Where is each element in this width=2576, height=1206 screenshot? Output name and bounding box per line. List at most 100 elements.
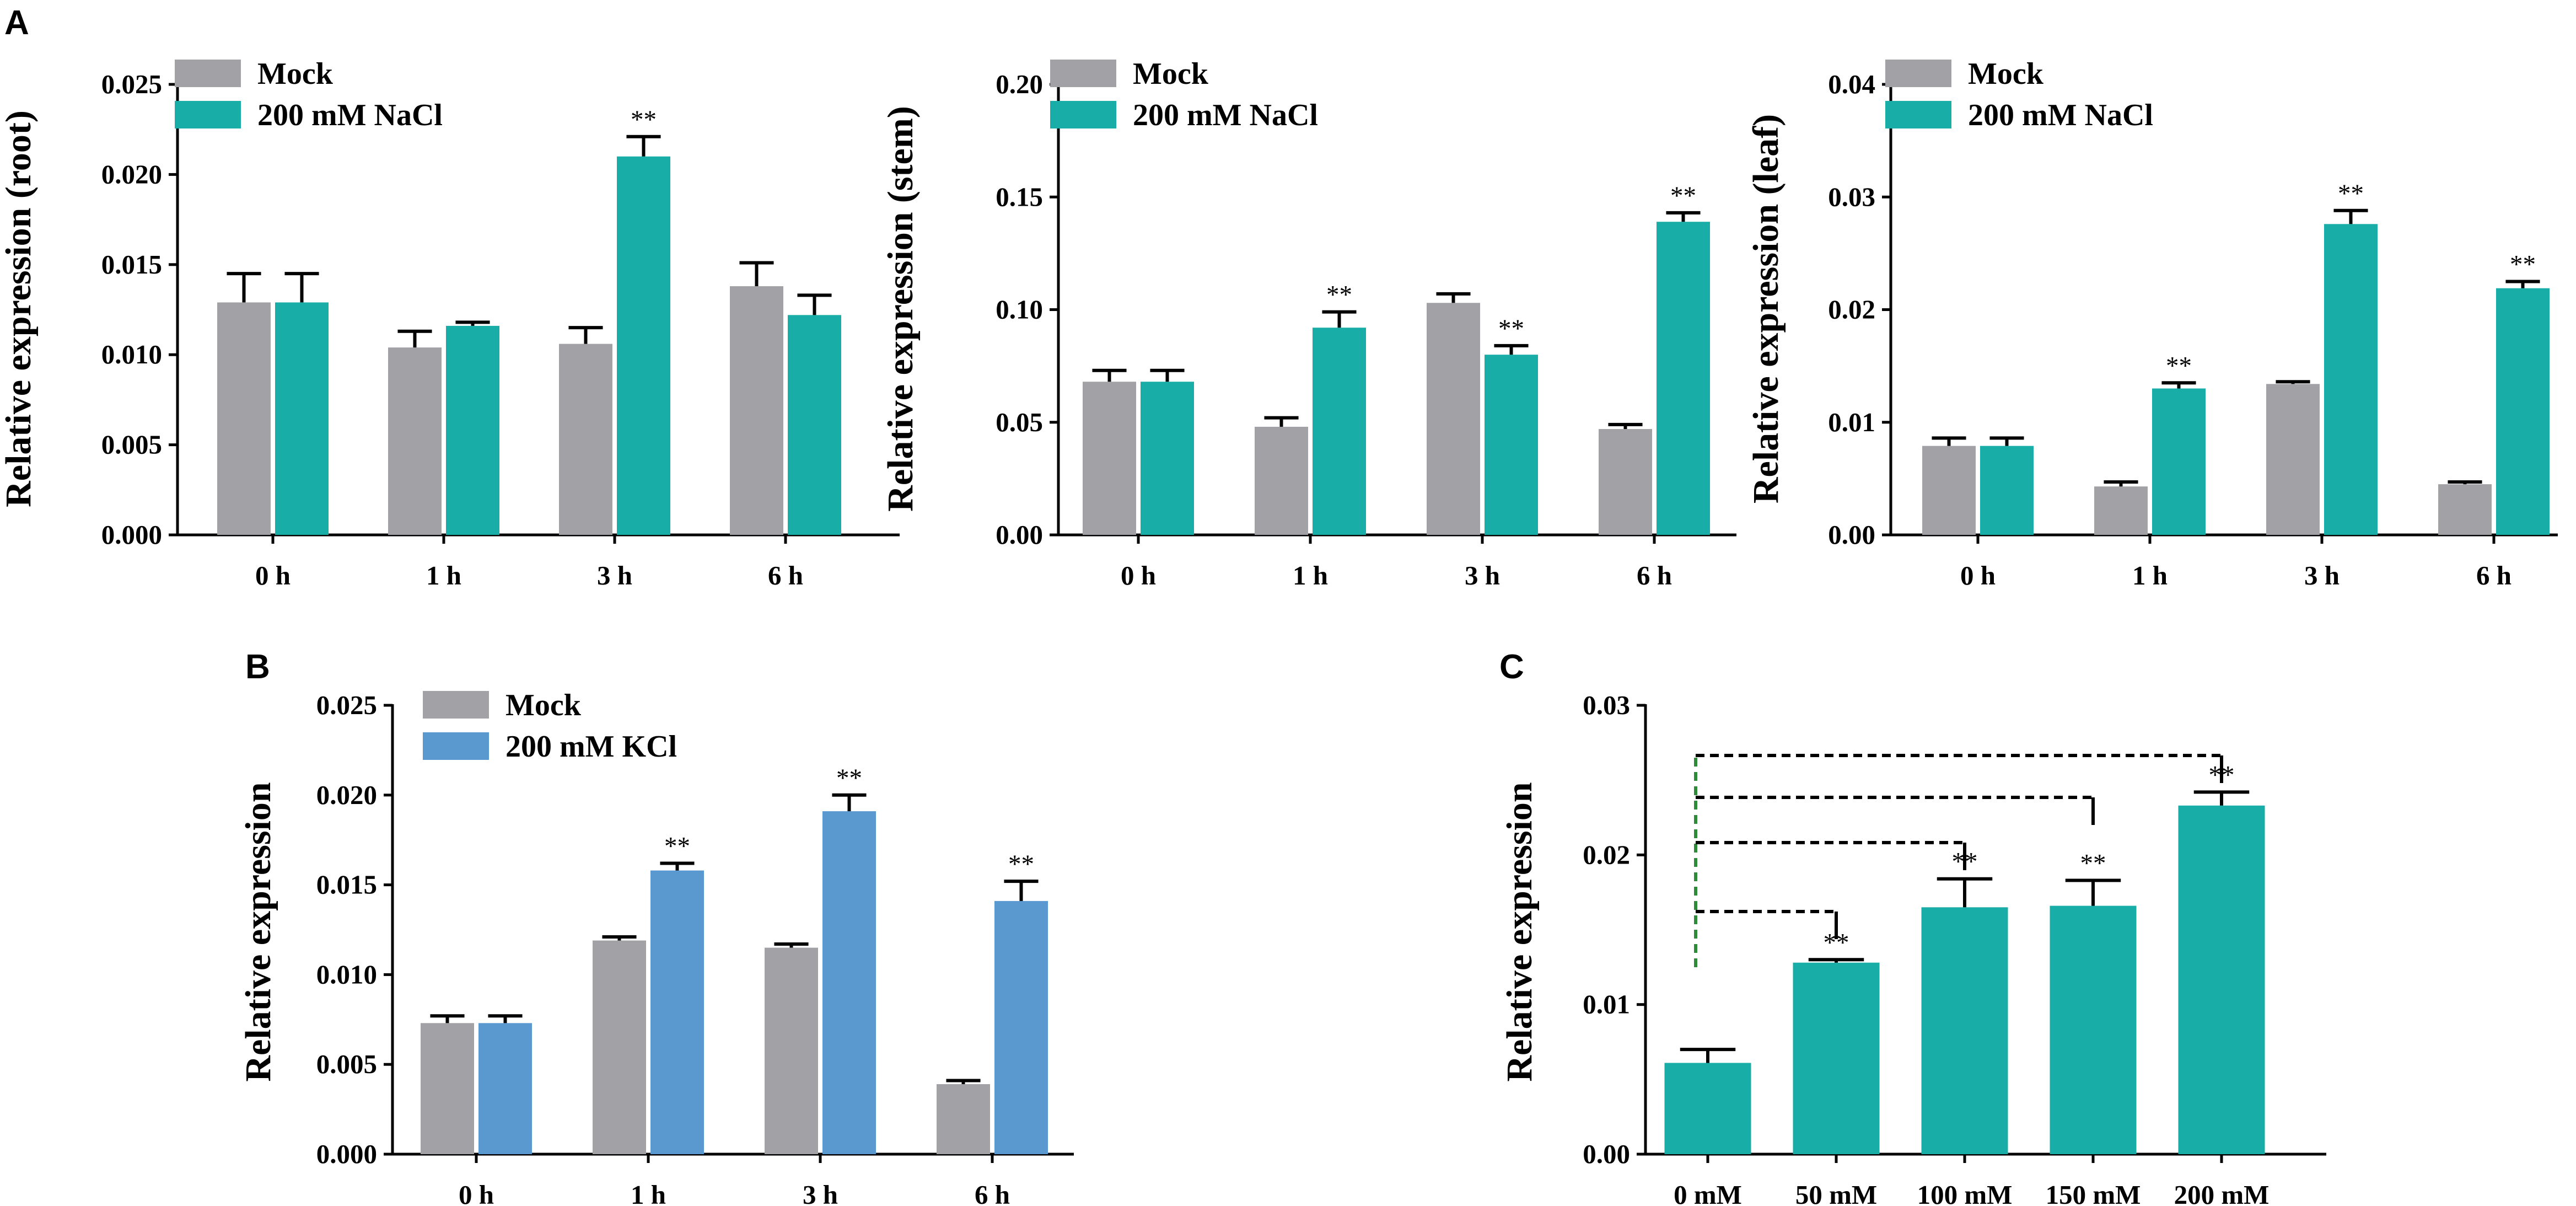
y-tick-label: 0.05 [996, 407, 1043, 437]
bar [822, 811, 876, 1154]
bar [937, 1084, 990, 1154]
bar [478, 1023, 532, 1154]
chart-kcl: 0.000 0.005 0.010 0.015 0.020 0.025 Relative e… [238, 688, 1074, 1206]
bar [650, 870, 704, 1154]
x-tick-label: 0 h [459, 1180, 494, 1206]
x-tick-label: 0 h [1960, 560, 1996, 591]
y-tick-label: 0.005 [316, 1049, 377, 1079]
y-tick-label: 0.025 [101, 69, 162, 99]
y-tick-label: 0.01 [1828, 407, 1875, 437]
legend-label: 200 mM KCl [505, 730, 677, 764]
y-tick-label: 0.01 [1583, 989, 1630, 1020]
y-tick-label: 0.015 [101, 249, 162, 280]
y-tick-label: 0.015 [316, 870, 377, 900]
y-axis-title: Relative expression [238, 782, 278, 1081]
significance-mark: ** [1670, 181, 1696, 210]
y-tick-label: 0.02 [1583, 839, 1630, 870]
legend-label: Mock [505, 688, 582, 722]
significance-mark: ** [1326, 281, 1352, 309]
x-tick-label: 0 mM [1674, 1180, 1742, 1206]
bar [2324, 224, 2378, 535]
x-tick-label: 0 h [255, 560, 291, 591]
panel-label-a: A [4, 4, 29, 42]
significance-mark: ** [1498, 314, 1524, 343]
bar [2094, 486, 2148, 535]
bar [788, 315, 841, 535]
bar [2438, 484, 2492, 535]
bar [388, 347, 442, 535]
legend-label: 200 mM NaCl [1133, 98, 1318, 132]
significance-mark: ** [2166, 351, 2192, 380]
bar [1599, 429, 1652, 535]
y-axis-title: Relative expression (stem) [880, 106, 921, 512]
bar [593, 940, 646, 1154]
chart-root: 0.000 0.005 0.010 0.015 0.020 0.025 Relative e… [0, 57, 900, 591]
legend-swatch [423, 732, 489, 760]
y-tick-label: 0.10 [996, 294, 1043, 325]
legend-swatch [1050, 101, 1116, 128]
significance-mark: ** [631, 105, 657, 134]
significance-mark: ** [2510, 250, 2536, 278]
legend-label: Mock [1968, 57, 2044, 91]
y-tick-label: 0.00 [1583, 1139, 1630, 1169]
significance-mark: ** [836, 764, 862, 792]
y-tick-label: 0.03 [1828, 181, 1875, 212]
legend-label: Mock [257, 57, 334, 91]
bar [2152, 388, 2206, 535]
bar [446, 325, 499, 535]
y-tick-label: 0.02 [1828, 294, 1875, 325]
legend-label: 200 mM NaCl [1968, 98, 2153, 132]
legend-label: 200 mM NaCl [257, 98, 443, 132]
bar [1141, 382, 1194, 535]
y-tick-label: 0.000 [316, 1139, 377, 1169]
bar [1921, 907, 2008, 1154]
legend-swatch [1050, 60, 1116, 87]
y-tick-label: 0.03 [1583, 690, 1630, 720]
y-tick-label: 0.010 [101, 339, 162, 369]
x-tick-label: 3 h [2304, 560, 2340, 591]
legend-swatch [175, 101, 241, 128]
significance-mark: ** [1008, 850, 1034, 878]
y-tick-label: 0.005 [101, 430, 162, 460]
y-tick-label: 0.000 [101, 519, 162, 550]
bar [1922, 446, 1976, 535]
bar [421, 1023, 474, 1154]
x-tick-label: 150 mM [2046, 1180, 2141, 1206]
legend-swatch [175, 60, 241, 87]
bar [2266, 384, 2320, 535]
x-tick-label: 3 h [803, 1180, 838, 1206]
x-tick-label: 6 h [1637, 560, 1672, 591]
legend-swatch [1885, 101, 1951, 128]
bar [617, 156, 670, 535]
y-axis-title: Relative expression [1499, 782, 1540, 1081]
x-tick-label: 0 h [1121, 560, 1156, 591]
y-axis-title: Relative expression (root) [0, 110, 39, 507]
chart-leaf: 0.00 0.01 0.02 0.03 0.04 Relative expression … [1746, 57, 2558, 591]
bar [2178, 805, 2265, 1154]
bar [1313, 328, 1366, 535]
bar [765, 947, 818, 1154]
x-tick-label: 3 h [597, 560, 632, 591]
bar [217, 302, 271, 535]
bar [730, 286, 783, 535]
y-tick-label: 0.00 [996, 519, 1043, 550]
y-tick-label: 0.15 [996, 181, 1043, 212]
bar [1083, 382, 1136, 535]
x-tick-label: 1 h [1293, 560, 1328, 591]
bar [1664, 1063, 1751, 1154]
x-tick-label: 6 h [2476, 560, 2512, 591]
significance-mark: ** [2080, 849, 2106, 877]
x-tick-label: 50 mM [1795, 1180, 1877, 1206]
y-axis-title: Relative expression (leaf) [1746, 114, 1786, 503]
chart-concentration: 0.00 0.01 0.02 0.03 Relative expression 0 mM 5… [1499, 690, 2326, 1206]
y-tick-label: 0.00 [1828, 519, 1875, 550]
bar [2496, 288, 2550, 535]
y-tick-label: 0.025 [316, 690, 377, 720]
bar [2050, 905, 2137, 1154]
x-tick-label: 200 mM [2174, 1180, 2270, 1206]
x-tick-label: 6 h [975, 1180, 1010, 1206]
y-tick-label: 0.20 [996, 69, 1043, 99]
bar [994, 901, 1048, 1154]
panel-label-b: B [245, 648, 270, 686]
